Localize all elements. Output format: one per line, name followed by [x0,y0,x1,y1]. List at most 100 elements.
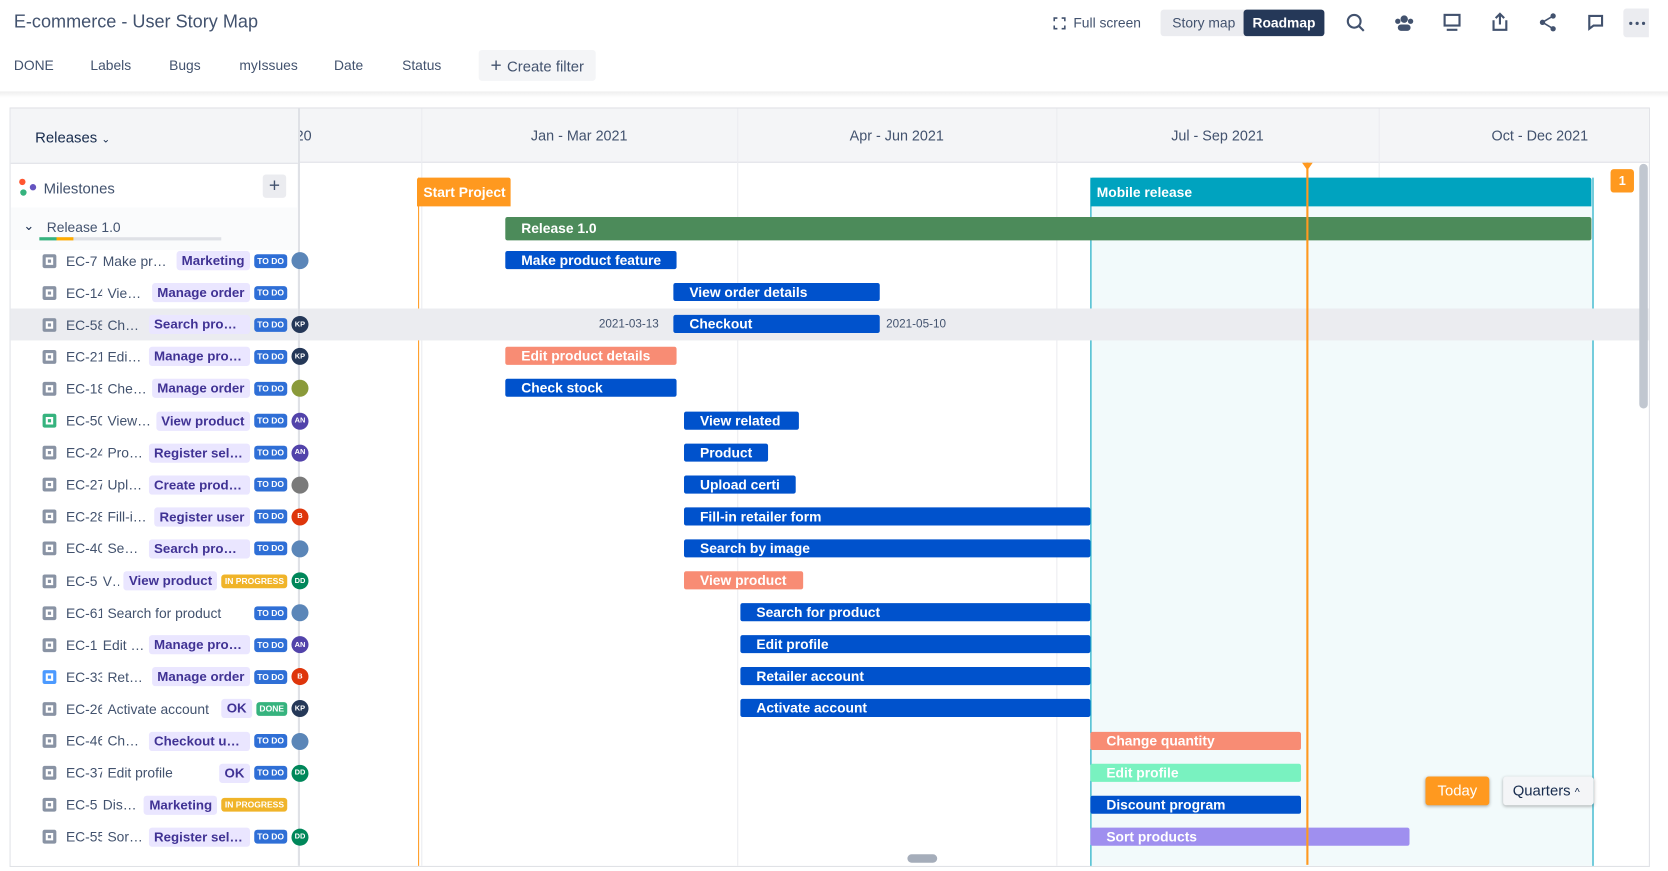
roadmap-bar[interactable]: Activate account [740,699,1091,718]
more-icon [1629,21,1646,25]
issue-key: EC-26 [65,700,103,717]
issue-row[interactable]: EC-27Upload certiCreate product TO DO [21,469,309,501]
quarter-label: Jan - Mar 2021 [530,127,628,144]
zoom-dropdown[interactable]: Quarters ^ [1503,776,1594,806]
issue-label: OK [221,699,252,719]
releases-dropdown[interactable]: Releases ⌄ [35,129,110,146]
end-date: 2021-05-10 [886,318,946,332]
roadmap-bar[interactable]: Edit product details [505,347,677,366]
issue-icon [42,509,57,524]
export-icon[interactable] [1492,12,1508,31]
sidebar: Releases ⌄ Milestones + ⌄ Release 1.0 EC… [10,108,309,866]
issue-icon [42,477,57,492]
filter[interactable]: Status [402,57,442,74]
issue-title: Product [107,444,145,461]
milestones-label: Milestones [43,179,115,197]
present-icon[interactable] [1443,13,1461,31]
roadmap-bar[interactable]: Make product feature [505,251,677,270]
roadmap-bar[interactable]: Edit profile [1090,763,1302,782]
roadmap-bar[interactable]: Retailer account [740,667,1091,686]
vertical-scrollbar[interactable] [1639,163,1648,409]
issue-label: Search product [148,539,250,559]
issue-icon [42,766,57,780]
releases-label: Releases [35,128,98,146]
milestone: Mobile release [1090,177,1592,207]
roadmap-bar[interactable]: Search by image [684,539,1091,558]
roadmap-bar[interactable]: View related [684,411,799,430]
avatar [291,540,309,558]
search-icon[interactable] [1346,13,1365,32]
roadmap-bar[interactable]: Discount program [1090,795,1302,814]
status-lozenge: TO DO [254,830,288,844]
horizontal-scrollbar[interactable] [907,854,938,863]
status-lozenge: IN PROGRESS [221,573,288,588]
add-milestone-button[interactable]: + [262,174,287,198]
filter[interactable]: Date [334,57,364,74]
filter[interactable]: Labels [90,57,132,74]
issue-icon [42,798,57,812]
roadmap-bar[interactable]: Product [684,443,769,462]
issue-row[interactable]: EC-26 Activate account OK DONE KP [21,693,309,725]
create-filter-button[interactable]: + Create filter [478,49,596,81]
issue-row[interactable]: EC-40Search by imageSearch product TO DO [21,533,309,565]
avatar: DD [291,828,309,846]
issue-label: Search product [148,315,250,335]
issue-row[interactable]: EC-33Retailer accountManage order TO DOB [21,661,309,693]
issue-row[interactable]: EC-37 Edit profile OK TO DO DD [21,757,309,789]
issue-title: Upload certi [107,476,144,493]
issue-key: EC-61 [65,604,103,621]
issue-label: Register user [154,507,250,527]
create-filter-label: Create filter [506,56,584,74]
status-lozenge: TO DO [254,477,288,492]
roadmap-bar[interactable]: Edit profile [740,635,1091,654]
roadmap-bar[interactable]: Change quantity [1090,731,1302,750]
quarter-divider [1056,108,1058,866]
issue-title: Activate account [107,700,209,717]
release-progress [39,237,222,241]
issue-key: EC-58 [65,316,103,333]
people-icon[interactable] [1395,15,1414,31]
filter[interactable]: Bugs [169,57,201,74]
issue-row[interactable]: EC-46Change quantityCheckout update TO DO [21,725,309,757]
collapse-chevron[interactable]: ⌄ [23,218,35,233]
roadmap-bar[interactable]: View order details [673,283,880,302]
roadmap-bar[interactable]: View product [684,571,804,590]
roadmap-bar[interactable]: Fill-in retailer form [684,507,1091,526]
avatar: AN [291,444,309,462]
roadmap-bar[interactable]: Check stock [505,379,677,398]
today-button[interactable]: Today [1425,776,1490,806]
filter[interactable]: myIssues [239,57,298,74]
roadmap-bar[interactable]: Upload certi [684,475,796,494]
issue-title: Edit profile [102,636,145,653]
roadmap-tab[interactable]: Roadmap [1243,9,1325,37]
issue-row[interactable]: EC-61 Search for product TO DO [21,597,309,629]
quarter-divider [421,108,423,866]
roadmap-bar[interactable]: Search for product [740,603,1091,622]
issue-key: EC-37 [65,764,103,781]
status-lozenge: TO DO [254,445,288,460]
story-map-tab[interactable]: Story map [1172,14,1236,31]
status-lozenge: TO DO [254,381,288,396]
filter[interactable]: DONE [13,57,54,74]
status-lozenge: TO DO [254,734,288,748]
comment-icon[interactable] [1588,14,1604,31]
roadmap-bar[interactable]: Checkout [673,315,880,334]
avatar: KP [291,700,309,718]
full-screen-button[interactable]: Full screen [1053,15,1141,31]
issue-row[interactable]: EC-5Discount programMarketingIN PROGRESS [21,789,308,821]
share-icon[interactable] [1539,13,1556,32]
issue-label: Register seller [148,443,250,463]
toolbar-icons [1346,8,1649,38]
roadmap-bar[interactable]: Sort products [1090,827,1410,846]
